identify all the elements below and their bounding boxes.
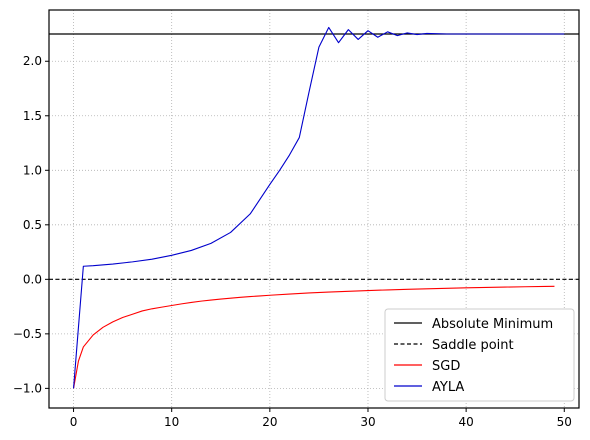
y-tick-label: 1.0 <box>23 163 42 177</box>
y-tick-label: −0.5 <box>13 327 42 341</box>
legend-label-absolute-minimum: Absolute Minimum <box>432 317 553 332</box>
legend: Absolute Minimum Saddle point SGD AYLA <box>384 308 575 402</box>
series-line-ayla <box>72 26 565 389</box>
legend-label-saddle-point: Saddle point <box>432 338 514 353</box>
series-line-sgd <box>72 285 555 389</box>
legend-box <box>384 308 575 402</box>
x-axis-ticks: 0 10 20 30 40 50 <box>70 408 572 429</box>
x-tick-label: 40 <box>458 415 473 429</box>
y-tick-label: 1.5 <box>23 109 42 123</box>
plot-area-frame <box>48 9 580 409</box>
x-tick-label: 20 <box>262 415 277 429</box>
x-tick-label: 10 <box>164 415 179 429</box>
legend-label-sgd: SGD <box>432 359 460 374</box>
legend-label-ayla: AYLA <box>432 380 464 395</box>
x-tick-label: 30 <box>360 415 375 429</box>
y-axis-ticks: −1.0 −0.5 0.0 0.5 1.0 1.5 2.0 <box>13 54 49 395</box>
y-tick-label: 2.0 <box>23 54 42 68</box>
y-tick-label: 0.0 <box>23 272 42 286</box>
data-series <box>72 26 565 389</box>
x-tick-label: 50 <box>557 415 572 429</box>
y-tick-label: −1.0 <box>13 381 42 395</box>
y-tick-label: 0.5 <box>23 218 42 232</box>
x-tick-label: 0 <box>70 415 78 429</box>
